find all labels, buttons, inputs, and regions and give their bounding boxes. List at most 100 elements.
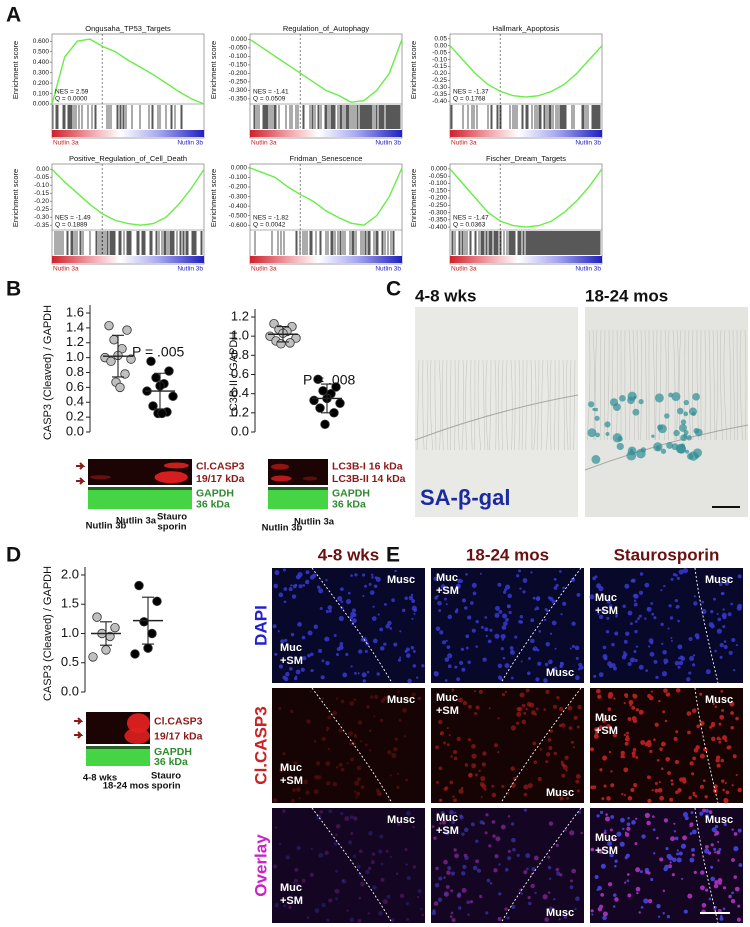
nucleus — [644, 812, 650, 818]
nucleus — [532, 741, 537, 746]
blot-label: GAPDH — [154, 746, 192, 758]
nucleus — [478, 689, 483, 695]
nucleus — [654, 781, 658, 785]
nucleus — [357, 918, 362, 923]
y-tick-label: -0.20 — [432, 70, 447, 77]
nucleus — [553, 666, 558, 672]
nucleus — [654, 788, 659, 793]
nucleus — [506, 604, 511, 609]
nucleus — [665, 756, 671, 762]
nucleus — [458, 788, 464, 794]
enrichment-curve — [449, 168, 603, 228]
nucleus — [347, 591, 351, 595]
nucleus — [693, 601, 698, 606]
column-header: 18-24 mos — [466, 545, 549, 564]
nucleus — [696, 724, 701, 729]
nucleus — [530, 571, 533, 574]
nucleus — [608, 691, 614, 698]
cell-label: Muc — [595, 592, 617, 604]
nucleus — [718, 582, 723, 587]
nucleus — [336, 647, 341, 651]
nucleus — [714, 880, 719, 885]
rank-bar — [250, 256, 402, 263]
y-tick-label: -0.250 — [429, 202, 448, 209]
nucleus — [457, 906, 462, 910]
nucleus — [544, 618, 547, 622]
nucleus — [283, 587, 288, 591]
nucleus — [730, 726, 734, 730]
nucleus — [398, 718, 402, 722]
nucleus — [577, 810, 582, 814]
nucleus — [538, 629, 542, 633]
nucleus — [494, 612, 500, 618]
nucleus — [691, 853, 695, 857]
nucleus — [704, 814, 710, 819]
y-tick-label: -0.200 — [229, 184, 248, 191]
nucleus — [553, 586, 558, 590]
end-label: Nutlin 3b — [575, 266, 601, 273]
nucleus — [467, 738, 471, 742]
nucleus — [485, 634, 488, 638]
nucleus — [711, 721, 715, 726]
nucleus — [504, 907, 508, 911]
nucleus — [623, 702, 626, 705]
nucleus — [610, 770, 613, 773]
stain-blob — [664, 413, 670, 419]
nucleus — [294, 882, 300, 888]
nucleus — [294, 867, 299, 872]
nucleus — [318, 852, 324, 858]
nucleus — [594, 727, 599, 732]
nucleus — [664, 719, 668, 723]
nucleus — [421, 664, 425, 668]
blot-label: LC3B-I 16 kDa — [332, 461, 403, 473]
nucleus — [393, 642, 398, 647]
nucleus — [677, 644, 683, 650]
nucleus — [451, 688, 455, 692]
nucleus — [335, 869, 339, 873]
nucleus — [313, 740, 317, 743]
nucleus — [315, 761, 321, 766]
stain-blob — [594, 415, 600, 421]
nucleus — [446, 743, 450, 747]
nucleus — [569, 647, 572, 650]
nucleus — [372, 885, 377, 890]
data-point — [126, 354, 136, 364]
nucleus — [433, 576, 438, 581]
y-axis-label: Enrichment score — [409, 41, 418, 99]
annotation: Q = 0.0000 — [55, 96, 88, 103]
stain-blob — [612, 403, 621, 412]
nucleus — [575, 896, 580, 901]
nucleus — [644, 582, 650, 588]
tissue-fiber — [505, 359, 508, 451]
y-tick-label: 0.6 — [66, 379, 84, 394]
nucleus — [670, 639, 673, 642]
nucleus — [397, 658, 402, 662]
nucleus — [494, 854, 499, 859]
nucleus — [531, 710, 536, 716]
lane-label: sporin — [151, 781, 180, 792]
nucleus — [461, 598, 467, 603]
nucleus — [647, 898, 653, 904]
nucleus — [469, 900, 473, 904]
data-point — [151, 373, 161, 383]
nucleus — [565, 769, 568, 772]
nucleus — [724, 781, 727, 785]
nucleus — [474, 711, 478, 716]
nucleus — [352, 612, 357, 618]
nucleus — [708, 897, 712, 901]
y-axis-label: Enrichment score — [11, 41, 20, 99]
boundary — [694, 567, 719, 684]
nucleus — [523, 870, 528, 875]
y-tick-label: 1.4 — [66, 319, 84, 334]
nucleus — [454, 609, 459, 614]
nucleus — [345, 652, 349, 657]
data-point — [88, 652, 98, 662]
nucleus — [558, 918, 561, 921]
nucleus — [645, 669, 648, 672]
nucleus — [676, 576, 680, 580]
nucleus — [657, 915, 661, 918]
annotation: NES = -1.82 — [253, 215, 289, 222]
nucleus — [368, 582, 372, 586]
nucleus — [373, 584, 378, 589]
nucleus — [361, 672, 367, 678]
